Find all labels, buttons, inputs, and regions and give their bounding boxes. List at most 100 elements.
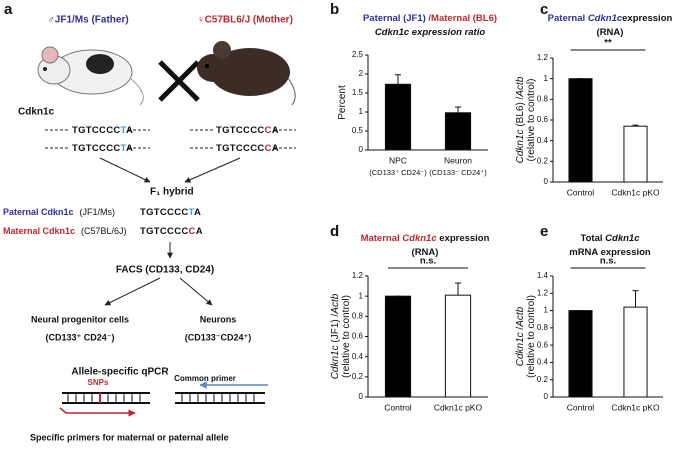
panel-label: b bbox=[330, 1, 339, 18]
seq-suffix: A bbox=[194, 207, 201, 218]
sequence: TGTCCCCTA bbox=[72, 143, 133, 154]
specific-primers-label: Specific primers for maternal or paterna… bbox=[30, 432, 229, 442]
seq-prefix: TGTCCCC bbox=[140, 207, 189, 218]
sequence: TGTCCCCCA bbox=[140, 226, 203, 237]
father-mouse bbox=[37, 46, 144, 106]
common-primer-label: Common primer bbox=[174, 374, 236, 383]
y-tick-label: 1 bbox=[544, 306, 549, 315]
x-tick-label: Cdkn1c pKO bbox=[434, 402, 483, 412]
text-segment: /Maternal (BL6) bbox=[428, 13, 497, 24]
y-tick-label: 1.4 bbox=[537, 271, 549, 280]
seq-prefix: TGTCCCC bbox=[216, 125, 265, 136]
neurons-label: Neurons bbox=[200, 314, 237, 324]
gene-label: Cdkn1c bbox=[18, 107, 55, 118]
paternal-label: Paternal Cdkn1c (JF1/Ms) bbox=[3, 207, 115, 217]
neuron-markers: (CD133⁻CD24⁺) bbox=[185, 332, 252, 342]
bar bbox=[444, 294, 472, 398]
x-tick-label: Control bbox=[384, 402, 412, 412]
chart-title: Maternal Cdkn1c expression bbox=[361, 233, 490, 244]
seq-snp: T bbox=[189, 207, 195, 218]
seq-snp: C bbox=[189, 226, 196, 237]
bar bbox=[384, 295, 412, 398]
y-tick-label: 0.8 bbox=[537, 94, 549, 103]
chart-title: (RNA) bbox=[412, 247, 439, 258]
y-tick-label: 1 bbox=[544, 74, 549, 83]
father-label: ♂JF1/Ms (Father) bbox=[47, 15, 128, 26]
seq-suffix: A bbox=[272, 143, 279, 154]
bar bbox=[623, 306, 648, 398]
snps-label: SNPs bbox=[88, 378, 109, 387]
mother-mouse bbox=[197, 41, 296, 106]
text-segment: expression bbox=[437, 233, 490, 244]
y-axis-label: Cdkn1c (JF1) /Actb bbox=[330, 293, 341, 379]
y-tick-label: 0 bbox=[359, 392, 364, 401]
panel-a: a ♂JF1/Ms (Father) ♀C57BL6/J (Mother) Cd… bbox=[3, 1, 296, 442]
y-tick-label: 0.4 bbox=[352, 352, 364, 361]
chart-title: Paternal Cdkn1cexpression bbox=[548, 13, 673, 24]
npc-markers: (CD133⁺ CD24⁻) bbox=[45, 332, 114, 342]
significance-label: n.s. bbox=[420, 256, 436, 267]
paternal-name: Paternal Cdkn1c bbox=[3, 207, 74, 217]
y-tick-label: 0 bbox=[359, 145, 364, 154]
bar bbox=[568, 310, 593, 398]
bar bbox=[444, 112, 472, 151]
y-axis-label: Cdkn1c /Actb bbox=[515, 306, 526, 366]
x-tick-label: Cdkn1c pKO bbox=[611, 402, 660, 412]
npc-label: Neural progenitor cells bbox=[31, 314, 129, 324]
seq-suffix: A bbox=[126, 143, 133, 154]
text-segment: Cdkn1c bbox=[402, 233, 437, 244]
y-tick-label: 1.2 bbox=[537, 288, 549, 297]
seq-suffix: A bbox=[196, 226, 203, 237]
seq-snp: C bbox=[265, 143, 272, 154]
x-tick-sublabel: (CD133⁻ CD24⁺) bbox=[429, 168, 487, 177]
y-axis-label: (relative to control) bbox=[526, 79, 537, 162]
x-tick-label: Neuron bbox=[444, 155, 472, 165]
text-segment: (RNA) bbox=[597, 27, 624, 38]
y-tick-label: 1 bbox=[359, 107, 364, 116]
chart-title: (RNA) bbox=[597, 27, 624, 38]
maternal-label: Maternal Cdkn1c (C57BL/6J) bbox=[3, 226, 127, 236]
seq-snp: C bbox=[265, 125, 272, 136]
text-segment: mRNA expression bbox=[569, 247, 651, 258]
chart-title: mRNA expression bbox=[569, 247, 651, 258]
y-tick-label: 1 bbox=[359, 291, 364, 300]
x-tick-label: Cdkn1c pKO bbox=[611, 187, 660, 197]
text-segment: Cdkn1c bbox=[515, 332, 526, 366]
text-segment: Cdkn1c bbox=[515, 129, 526, 163]
x-tick-sublabel: (CD133⁺ CD24⁻) bbox=[369, 168, 427, 177]
y-tick-label: 0.2 bbox=[537, 156, 549, 165]
text-segment: Actb bbox=[515, 306, 526, 327]
text-segment: Actb bbox=[330, 293, 341, 314]
y-tick-label: 2.5 bbox=[352, 50, 364, 59]
bar bbox=[568, 78, 593, 183]
y-tick-label: 0.6 bbox=[537, 115, 549, 124]
seq-prefix: TGTCCCC bbox=[72, 143, 121, 154]
seq-suffix: A bbox=[272, 125, 279, 136]
significance-label: ** bbox=[604, 38, 612, 49]
panel-label: c bbox=[540, 1, 548, 18]
text-segment: (relative to control) bbox=[341, 295, 352, 378]
text-segment: Actb bbox=[515, 76, 526, 97]
y-axis-label: (relative to control) bbox=[341, 295, 352, 378]
y-tick-label: 0.4 bbox=[537, 136, 549, 145]
cross-mark bbox=[158, 60, 200, 102]
qpcr-label: Allele-specific qPCR bbox=[71, 367, 169, 378]
text-segment: (JF1) / bbox=[330, 314, 341, 346]
y-tick-label: 0.2 bbox=[352, 372, 364, 381]
text-segment: Paternal bbox=[548, 13, 588, 24]
y-tick-label: 0 bbox=[544, 177, 549, 186]
text-segment: (relative to control) bbox=[526, 79, 537, 162]
y-tick-label: 0.4 bbox=[537, 358, 549, 367]
panel-label: a bbox=[4, 1, 13, 18]
seq-snp: T bbox=[121, 125, 127, 136]
bar bbox=[623, 125, 648, 183]
y-tick-label: 1.2 bbox=[537, 53, 549, 62]
text-segment: (relative to control) bbox=[526, 295, 537, 378]
sequence: TGTCCCCCA bbox=[216, 143, 279, 154]
seq-suffix: A bbox=[126, 125, 133, 136]
mother-label: ♀C57BL6/J (Mother) bbox=[197, 15, 293, 26]
y-tick-label: 0 bbox=[544, 392, 549, 401]
paternal-strain: (JF1/Ms) bbox=[80, 207, 116, 217]
text-segment: Cdkn1c bbox=[605, 233, 640, 244]
